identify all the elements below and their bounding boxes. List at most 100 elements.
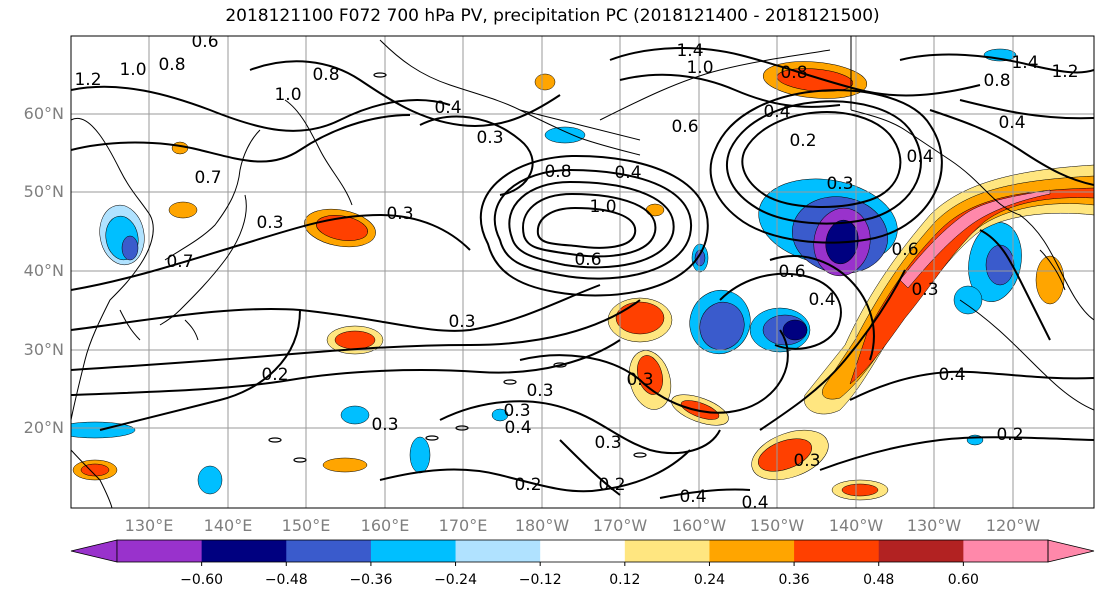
precipitation-area — [544, 126, 586, 144]
colorbar-tick-label: 0.60 — [947, 572, 979, 588]
colorbar-extend-left — [70, 539, 118, 563]
precipitation-area — [694, 249, 706, 267]
contour-label: 0.3 — [826, 174, 853, 194]
coastline — [379, 39, 641, 141]
longitude-label: 160°E — [360, 516, 410, 535]
colorbar-tick-label: 0.24 — [693, 572, 726, 588]
contour-label: 0.4 — [679, 487, 706, 507]
longitude-label: 130°W — [906, 516, 962, 535]
colorbar-tick-label: 0.48 — [863, 572, 895, 588]
precipitation-area — [168, 201, 198, 219]
contour-label: 0.3 — [793, 451, 820, 471]
coastline — [599, 49, 831, 121]
island — [373, 72, 387, 78]
pv-contour — [519, 329, 789, 414]
precipitation-area — [171, 141, 189, 155]
latitude-label: 60°N — [23, 104, 64, 123]
precipitation-area — [699, 301, 745, 351]
pv-contour — [709, 89, 943, 244]
contour-label: 0.4 — [938, 365, 965, 385]
colorbar-tick-label: −0.36 — [349, 572, 393, 588]
pv-contour — [819, 436, 1094, 471]
coastlines — [71, 36, 1094, 508]
contour-label: 0.2 — [996, 425, 1023, 445]
pv-contour — [71, 213, 471, 291]
colorbar-tick-label: −0.60 — [180, 572, 224, 588]
pv-contour — [719, 272, 842, 350]
contour-label: 0.3 — [594, 433, 621, 453]
longitude-label: 130°E — [124, 516, 174, 535]
pv-contour — [769, 255, 875, 361]
island — [293, 457, 307, 463]
pv-contour — [508, 180, 675, 269]
coastline — [519, 109, 641, 156]
contour-label: 1.0 — [119, 60, 146, 80]
pv-contour — [979, 229, 1051, 341]
contour-label: 0.3 — [626, 370, 653, 390]
colorbar-segment — [286, 540, 372, 562]
pv-contour — [419, 115, 534, 196]
precipitation-shading — [71, 48, 1094, 501]
colorbar-segment — [878, 540, 964, 562]
colorbar-segment — [455, 540, 541, 562]
pv-contour — [899, 53, 1094, 74]
contour-label: 0.3 — [386, 204, 413, 224]
coastline — [1039, 249, 1066, 291]
precipitation-area — [953, 285, 983, 315]
contour-label: 0.8 — [312, 65, 339, 85]
pv-contour — [71, 284, 601, 332]
coastline — [71, 117, 154, 421]
pv-contour — [959, 99, 1094, 120]
longitude-label: 180°W — [514, 516, 570, 535]
island — [425, 435, 439, 441]
contour-label: 1.2 — [1051, 62, 1078, 82]
pv-contour — [249, 60, 561, 127]
precipitation-area — [80, 463, 110, 477]
contour-label: 0.6 — [191, 32, 218, 52]
pv-contour — [522, 192, 657, 258]
longitude-label: 150°W — [749, 516, 805, 535]
contour-label: 1.0 — [274, 85, 301, 105]
precipitation-area — [985, 244, 1015, 286]
contour-label: 0.8 — [983, 71, 1010, 91]
colorbar-segment — [117, 540, 203, 562]
pv-contour — [619, 73, 841, 108]
colorbar-tick-label: −0.24 — [434, 572, 477, 588]
latitude-label: 40°N — [23, 261, 64, 280]
precipitation-area — [645, 203, 665, 217]
contour-label: 0.2 — [261, 365, 288, 385]
latitude-label: 30°N — [23, 340, 64, 359]
pv-contour — [493, 168, 693, 280]
contour-label: 0.6 — [891, 240, 918, 260]
graticule — [71, 36, 1094, 508]
precipitation-area — [491, 408, 509, 422]
precipitation-area — [334, 330, 376, 350]
precipitation-area — [841, 483, 879, 497]
contour-label: 0.8 — [158, 55, 185, 75]
contour-label: 0.3 — [476, 128, 503, 148]
precipitation-area — [849, 187, 1094, 385]
longitude-label: 160°W — [671, 516, 727, 535]
contour-label: 0.4 — [504, 418, 531, 438]
longitude-label: 120°W — [985, 516, 1041, 535]
colorbar — [70, 539, 1095, 566]
contour-label: 1.2 — [74, 70, 101, 90]
colorbar-segment — [370, 540, 457, 562]
contour-label: 1.0 — [686, 58, 713, 78]
contour-label: 0.4 — [614, 163, 641, 183]
pv-contour — [759, 269, 906, 431]
colorbar-segment — [963, 540, 1049, 562]
island — [553, 362, 567, 368]
contour-label: 0.7 — [194, 168, 221, 188]
contour-label: 0.3 — [371, 415, 398, 435]
coastline — [959, 299, 1094, 411]
coastline — [164, 129, 261, 261]
contour-label: 0.4 — [906, 147, 933, 167]
colorbar-segment — [201, 540, 287, 562]
pv-contour — [71, 114, 411, 163]
precipitation-area — [409, 436, 431, 474]
colorbar-tick-label: 0.12 — [609, 572, 641, 588]
pv-contour — [929, 109, 1094, 186]
colorbar-tick-label: −0.48 — [264, 572, 308, 588]
coastline — [159, 194, 247, 326]
